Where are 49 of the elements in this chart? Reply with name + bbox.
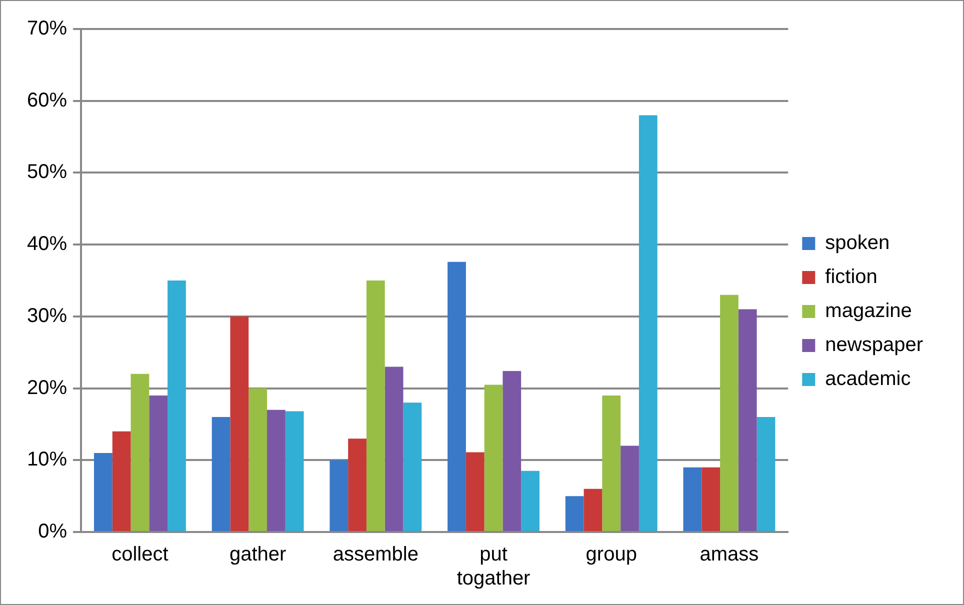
y-tick-label: 50% [27, 161, 68, 184]
bar [112, 431, 131, 531]
bar [720, 294, 738, 531]
bar [403, 402, 422, 531]
bar [521, 470, 540, 531]
bar [149, 395, 168, 531]
legend-label: spoken [825, 232, 890, 254]
bar [683, 467, 702, 531]
x-tick-label: gather [229, 544, 286, 566]
bar [285, 411, 304, 531]
bar [212, 417, 230, 531]
x-tick-label: group [586, 544, 637, 566]
bar [384, 366, 404, 531]
bar [267, 410, 286, 531]
bar [330, 460, 348, 531]
bar [348, 438, 366, 531]
bar [448, 262, 466, 531]
y-tick-label: 30% [27, 304, 68, 327]
y-tick-label: 10% [27, 448, 68, 471]
y-tick-label: 20% [27, 376, 68, 399]
bar [168, 280, 186, 531]
y-tick-label: 60% [27, 89, 68, 112]
legend-label: magazine [825, 300, 912, 322]
bar [638, 115, 658, 531]
bar [130, 374, 150, 531]
x-tick-label: amass [700, 544, 759, 566]
y-tick-label: 40% [27, 233, 68, 256]
legend-label: academic [825, 368, 911, 390]
x-tick-label: collect [112, 544, 169, 566]
bar [602, 395, 621, 531]
y-tick-label: 0% [38, 520, 68, 543]
y-tick-label: 70% [27, 18, 68, 40]
bar [502, 371, 522, 531]
bar [366, 280, 385, 531]
legend-label: fiction [825, 266, 878, 288]
bar [484, 384, 503, 531]
bar [620, 446, 639, 531]
bar [248, 388, 268, 531]
bar [756, 417, 776, 531]
bar [565, 496, 584, 531]
x-tick-label: assemble [332, 544, 418, 566]
bar [466, 452, 484, 531]
bar [94, 452, 112, 531]
legend-label: newspaper [825, 334, 924, 356]
bar [738, 309, 757, 531]
x-tick-label: put togather [456, 544, 531, 590]
bar [230, 316, 249, 531]
bar [702, 467, 720, 531]
bar [584, 488, 602, 531]
